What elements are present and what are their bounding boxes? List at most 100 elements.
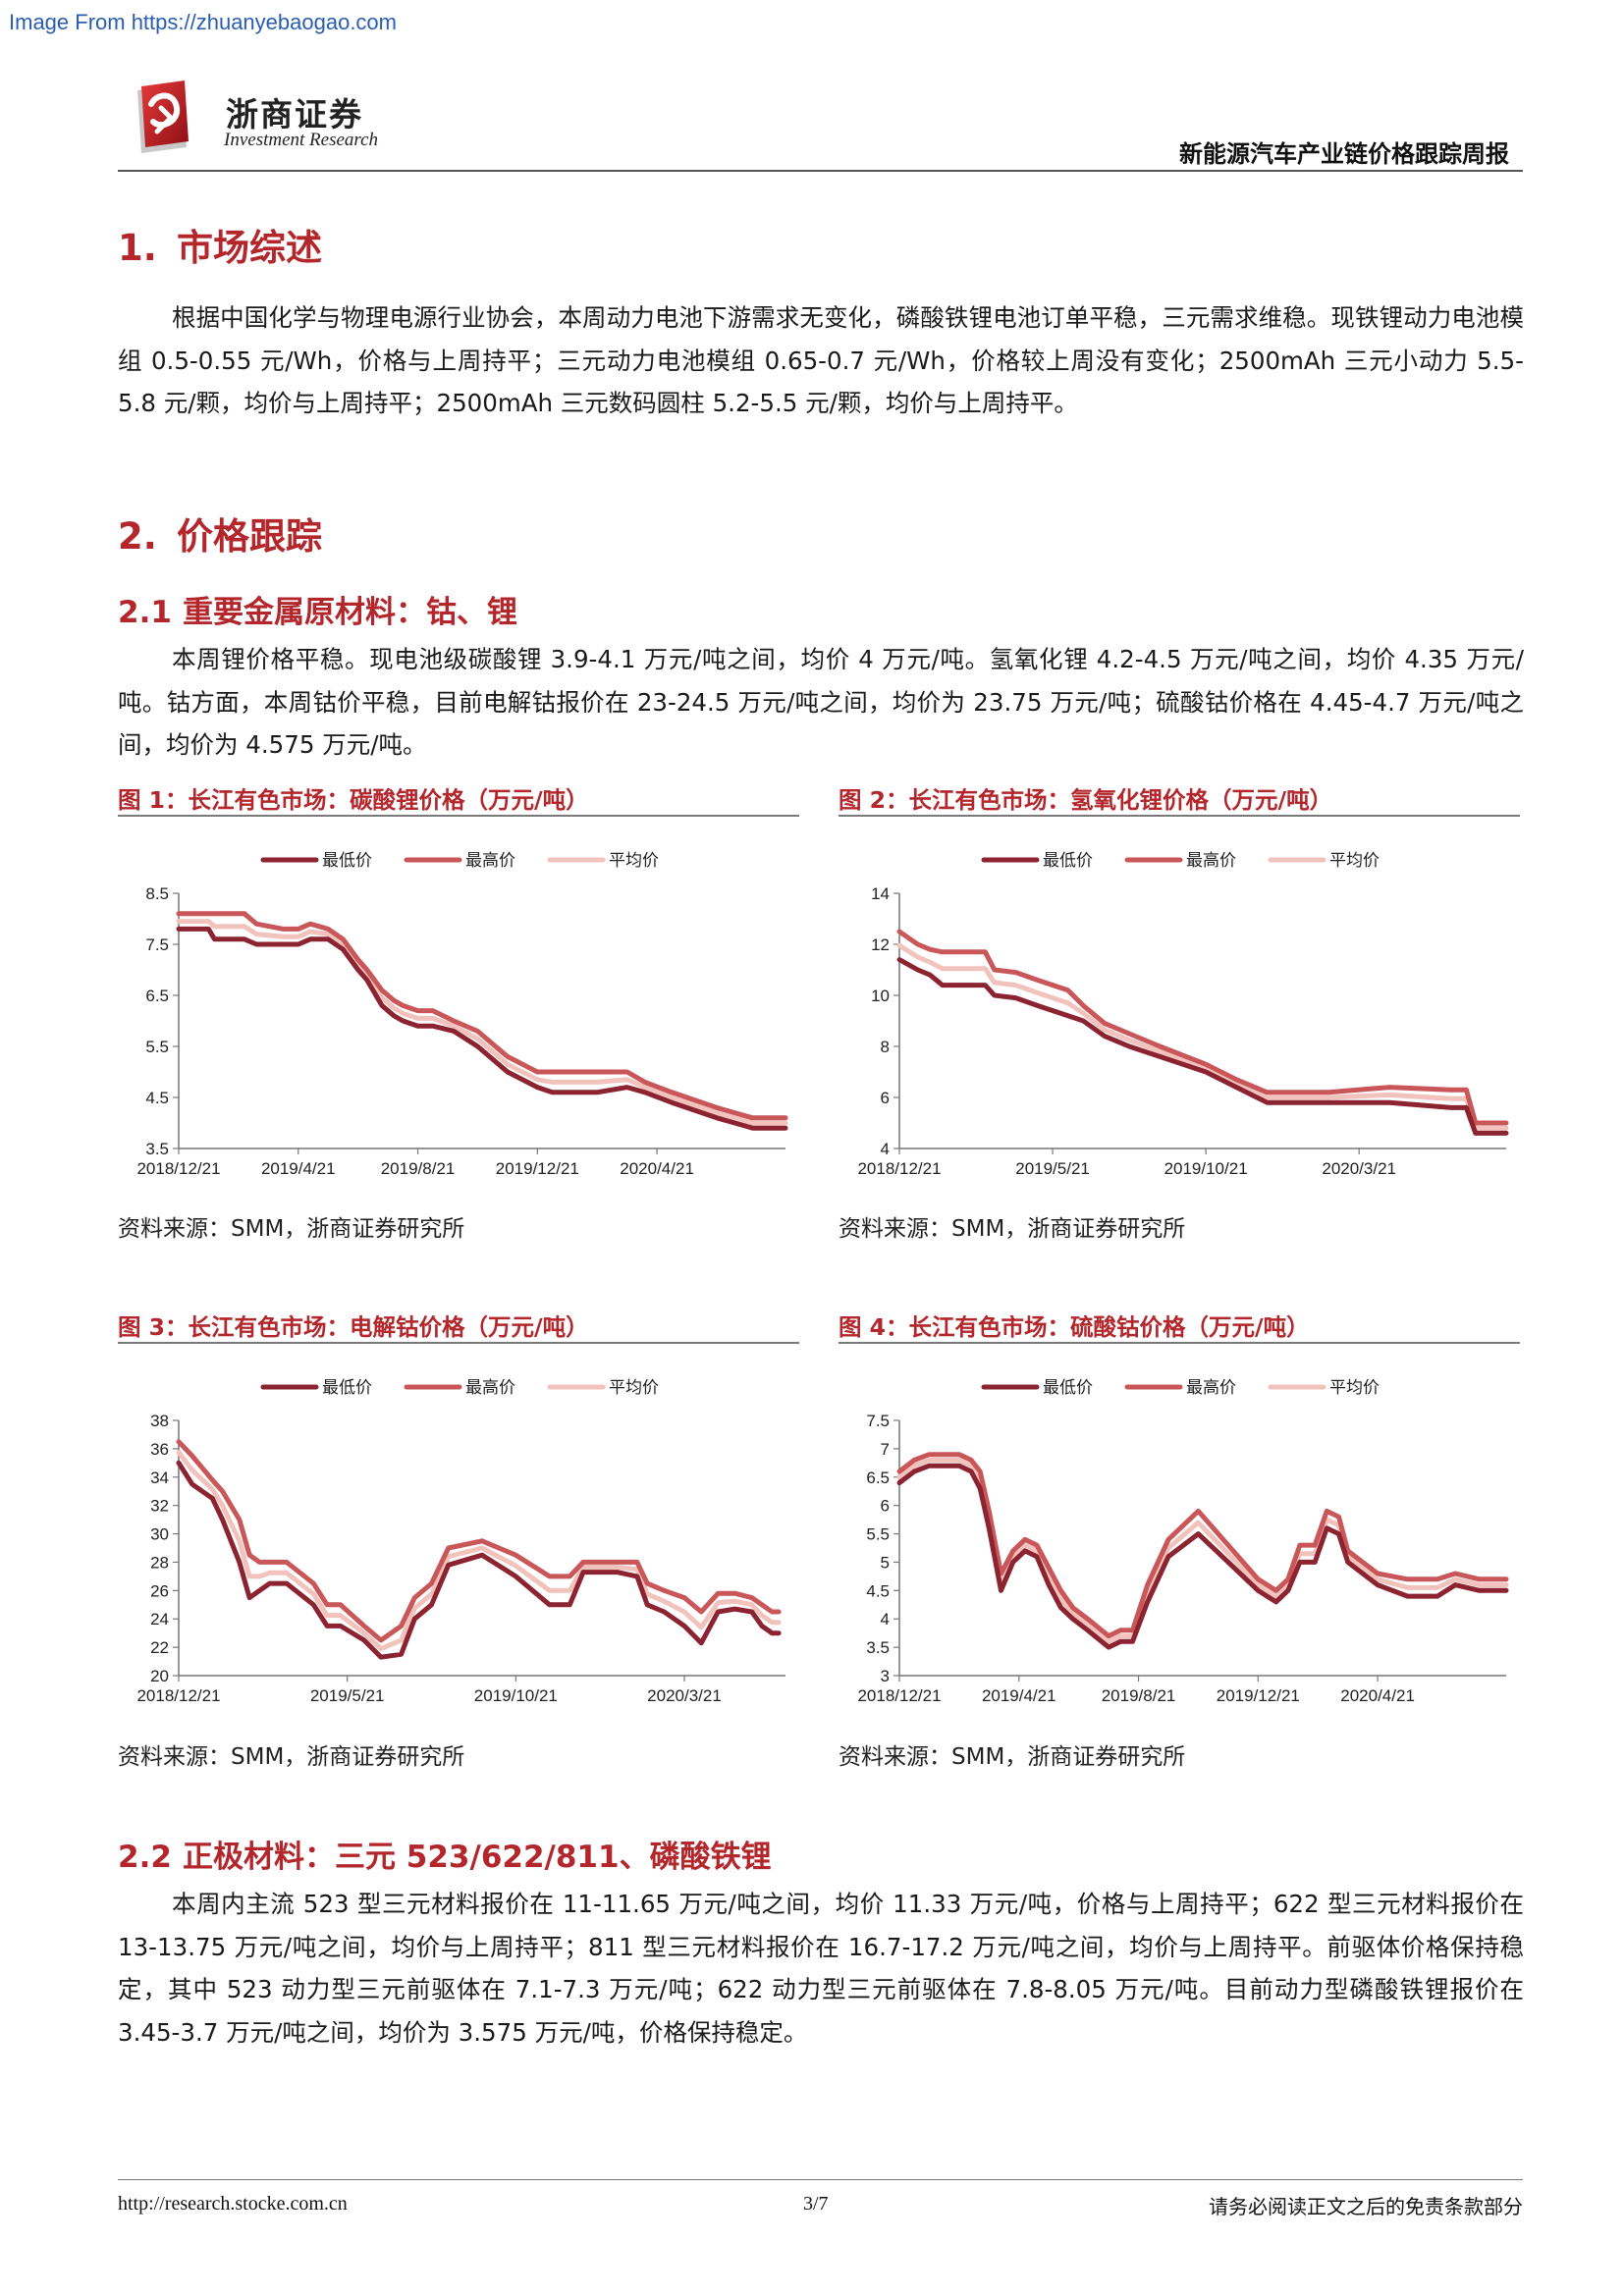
y-tick-label-24: 24 (150, 1610, 169, 1629)
legend-label-avg: 平均价 (1329, 851, 1380, 870)
series-line-avg (896, 1457, 1509, 1644)
figure-3-rule (118, 1342, 799, 1344)
series-line-avg (176, 919, 788, 1126)
figure-1-rule (118, 815, 799, 817)
x-tick-label-2020-3-21: 2020/3/21 (647, 1686, 722, 1705)
x-tick-label-2018-12-21: 2018/12/21 (857, 1159, 941, 1178)
x-tick-label-2018-12-21: 2018/12/21 (857, 1686, 941, 1705)
footer-url[interactable]: http://research.stocke.com.cn (118, 2193, 348, 2215)
brand-name-en: Investment Research (224, 130, 379, 150)
figure-2-chart: 14 12 10 8 6 4 2018/12/21 2019/5/21 2019/10/21 20… (839, 825, 1520, 1193)
x-tick-label-2018-12-21: 2018/12/21 (136, 1686, 220, 1705)
y-tick-label-5-5: 5.5 (866, 1525, 890, 1544)
figure-1-chart: 8.5 7.5 6.5 5.5 4.5 3.5 2018/12/21 2019/4/21 201… (118, 825, 799, 1193)
x-tick-label-2019-10-21: 2019/10/21 (1164, 1159, 1248, 1178)
legend-label-low: 最低价 (1043, 1378, 1093, 1397)
report-title: 新能源汽车产业链价格跟踪周报 (1179, 140, 1509, 168)
section-2-2-title: 正极材料：三元 523/622/811、磷酸铁锂 (183, 1840, 772, 1875)
series-line-low (176, 1460, 782, 1660)
legend-label-low: 最低价 (1043, 851, 1093, 870)
figure-4-rule (839, 1342, 1520, 1344)
y-tick-label-36: 36 (150, 1440, 169, 1459)
x-tick-label-2019-5-21: 2019/5/21 (310, 1686, 385, 1705)
section-2-title: 价格跟踪 (177, 515, 322, 558)
y-tick-label-32: 32 (150, 1497, 169, 1516)
y-tick-label-3-5: 3.5 (145, 1140, 169, 1158)
figure-3-title: 图 3：长江有色市场：电解钴价格（万元/吨） (118, 1313, 589, 1341)
y-tick-label-26: 26 (150, 1581, 169, 1600)
legend-label-avg: 平均价 (609, 1378, 659, 1397)
y-tick-label-8: 8 (881, 1038, 890, 1056)
y-tick-label-7-5: 7.5 (866, 1412, 890, 1430)
y-tick-label-14: 14 (871, 884, 890, 903)
x-tick-label-2019-8-21: 2019/8/21 (1102, 1686, 1176, 1705)
figure-4-chart: 7.5 7 6.5 6 5.5 5 4.5 4 3.5 3 2018/12/21 2019/4/21 2… (839, 1352, 1520, 1720)
y-tick-label-20: 20 (150, 1667, 169, 1685)
x-tick-label-2019-5-21: 2019/5/21 (1015, 1159, 1090, 1178)
x-tick-label-2019-12-21: 2019/12/21 (496, 1159, 579, 1178)
section-2-1-title: 重要金属原材料：钴、锂 (183, 595, 517, 630)
y-tick-label-30: 30 (150, 1525, 169, 1544)
section-1-title: 市场综述 (177, 227, 322, 269)
section-2-2-number: 2.2 (118, 1840, 172, 1875)
section-2-1-heading: 2.1 重要金属原材料：钴、锂 (118, 587, 517, 631)
figure-4-title: 图 4：长江有色市场：硫酸钴价格（万元/吨） (839, 1313, 1310, 1341)
y-tick-label-10: 10 (871, 987, 890, 1005)
figure-4-source: 资料来源：SMM，浙商证券研究所 (839, 1744, 1186, 1770)
legend-label-low: 最低价 (322, 1378, 372, 1397)
legend-label-high: 最高价 (1186, 1378, 1236, 1397)
y-tick-label-5: 5 (881, 1553, 890, 1572)
figure-2-title: 图 2：长江有色市场：氢氧化锂价格（万元/吨） (839, 786, 1333, 814)
figure-1-source: 资料来源：SMM，浙商证券研究所 (118, 1216, 465, 1242)
x-tick-label-2019-4-21: 2019/4/21 (982, 1686, 1056, 1705)
y-tick-label-5-5: 5.5 (145, 1038, 169, 1056)
figure-3-source: 资料来源：SMM，浙商证券研究所 (118, 1744, 465, 1770)
figure-2-rule (839, 815, 1520, 817)
header-divider (118, 170, 1523, 172)
x-tick-label-2019-10-21: 2019/10/21 (474, 1686, 558, 1705)
brand-name-cn: 浙商证券 (226, 95, 363, 133)
figure-2-source: 资料来源：SMM，浙商证券研究所 (839, 1216, 1186, 1242)
section-2-number: 2. (118, 515, 157, 558)
x-tick-label-2020-4-21: 2020/4/21 (620, 1159, 694, 1178)
y-tick-label-6: 6 (881, 1497, 890, 1516)
y-tick-label-12: 12 (871, 935, 890, 954)
y-tick-label-3-5: 3.5 (866, 1638, 890, 1657)
section-2-2-heading: 2.2 正极材料：三元 523/622/811、磷酸铁锂 (118, 1832, 772, 1876)
company-logo (137, 80, 189, 153)
x-tick-label-2018-12-21: 2018/12/21 (136, 1159, 220, 1178)
section-1-body: 根据中国化学与物理电源行业协会，本周动力电池下游需求无变化，磷酸铁锂电池订单平稳… (118, 303, 1524, 417)
series-line-low (896, 1463, 1509, 1650)
x-tick-label-2019-12-21: 2019/12/21 (1217, 1686, 1300, 1705)
page-number: 3/7 (803, 2193, 829, 2215)
legend-label-high: 最高价 (1186, 851, 1236, 870)
legend-label-high: 最高价 (465, 851, 515, 870)
x-tick-label-2019-8-21: 2019/8/21 (381, 1159, 456, 1178)
legend-label-avg: 平均价 (1329, 1378, 1380, 1397)
y-tick-label-8-5: 8.5 (145, 884, 169, 903)
x-tick-label-2019-4-21: 2019/4/21 (261, 1159, 336, 1178)
y-tick-label-6-5: 6.5 (866, 1468, 890, 1487)
y-tick-label-6-5: 6.5 (145, 987, 169, 1005)
series-line-avg (896, 942, 1509, 1131)
series-line-high (176, 911, 788, 1121)
section-1-number: 1. (118, 227, 157, 269)
series-line-low (896, 957, 1509, 1136)
section-1-heading: 1. 市场综述 (118, 218, 322, 271)
series-line-avg (176, 1450, 782, 1652)
x-tick-label-2020-3-21: 2020/3/21 (1322, 1159, 1396, 1178)
section-2-1-body: 本周锂价格平稳。现电池级碳酸锂 3.9-4.1 万元/吨之间，均价 4 万元/吨… (118, 645, 1524, 759)
y-tick-label-4-5: 4.5 (145, 1089, 169, 1107)
section-2-heading: 2. 价格跟踪 (118, 507, 322, 560)
y-tick-label-6: 6 (881, 1089, 890, 1107)
section-2-1-number: 2.1 (118, 595, 172, 630)
series-line-low (176, 926, 788, 1131)
legend-label-avg: 平均价 (609, 851, 659, 870)
y-tick-label-34: 34 (150, 1468, 169, 1487)
watermark-text: Image From https://zhuanyebaogao.com (9, 10, 397, 34)
y-tick-label-38: 38 (150, 1412, 169, 1430)
